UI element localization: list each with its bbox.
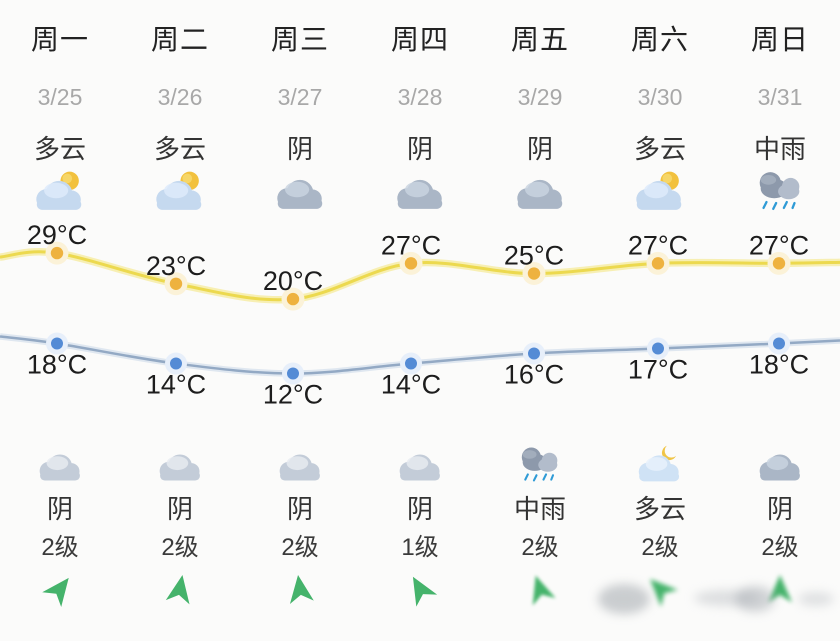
night-condition-label: 阴: [46, 494, 73, 524]
forecast-day-column[interactable]: 周六 3/30 多云 多云 2级: [600, 0, 720, 641]
forecast-day-column[interactable]: 周五 3/29 阴 中雨 2级: [480, 0, 600, 641]
wind-level-label: 2级: [281, 534, 319, 561]
date-label: 3/27: [277, 84, 323, 110]
date-label: 3/25: [37, 84, 83, 110]
watermark-blur: [598, 584, 650, 614]
weekday-label: 周二: [150, 24, 209, 55]
night-condition-label: 阴: [286, 494, 313, 524]
weekday-label: 周四: [390, 24, 449, 55]
wind-level-label: 1级: [401, 534, 439, 561]
cloud-icon: [240, 168, 360, 218]
cloud-icon: [720, 444, 840, 492]
forecast-day-column[interactable]: 周日 3/31 中雨 阴 2级: [720, 0, 840, 641]
wind-direction-arrow-icon: [120, 572, 240, 620]
night-condition-label: 阴: [166, 494, 193, 524]
night-condition-label: 阴: [406, 494, 433, 524]
forecast-day-column[interactable]: 周一 3/25 多云 阴 2级: [0, 0, 120, 641]
wind-level-label: 2级: [521, 534, 559, 561]
wind-direction-arrow-icon: [0, 572, 120, 620]
weekday-label: 周五: [510, 24, 569, 55]
date-label: 3/26: [157, 84, 203, 110]
day-condition-label: 中雨: [753, 134, 806, 164]
cloud-sun-icon: [600, 168, 720, 218]
night-condition-label: 中雨: [513, 494, 566, 524]
cloud-sun-icon: [120, 168, 240, 218]
wind-level-label: 2级: [161, 534, 199, 561]
cloud-icon: [480, 168, 600, 218]
date-label: 3/29: [517, 84, 563, 110]
forecast-day-column[interactable]: 周四 3/28 阴 阴 1级: [360, 0, 480, 641]
weekday-label: 周日: [750, 24, 809, 55]
day-condition-label: 阴: [406, 134, 433, 164]
cloud-light-icon: [360, 444, 480, 492]
wind-direction-arrow-icon: [600, 572, 720, 620]
cloud-icon: [360, 168, 480, 218]
watermark-blur: [798, 592, 834, 606]
rain-icon: [480, 444, 600, 492]
forecast-day-column[interactable]: 周二 3/26 多云 阴 2级: [120, 0, 240, 641]
night-condition-label: 阴: [766, 494, 793, 524]
cloud-light-icon: [240, 444, 360, 492]
cloud-light-icon: [120, 444, 240, 492]
wind-level-label: 2级: [641, 534, 679, 561]
night-condition-label: 多云: [633, 494, 686, 524]
watermark-blur: [735, 586, 775, 612]
weekday-label: 周六: [630, 24, 689, 55]
wind-level-label: 2级: [41, 534, 79, 561]
wind-direction-arrow-icon: [360, 572, 480, 620]
forecast-day-column[interactable]: 周三 3/27 阴 阴 2级: [240, 0, 360, 641]
date-label: 3/28: [397, 84, 443, 110]
day-condition-label: 多云: [153, 134, 206, 164]
date-label: 3/30: [637, 84, 683, 110]
day-condition-label: 阴: [526, 134, 553, 164]
weekday-label: 周一: [30, 24, 89, 55]
cloud-sun-icon: [0, 168, 120, 218]
day-condition-label: 多云: [633, 134, 686, 164]
day-condition-label: 多云: [33, 134, 86, 164]
cloud-light-icon: [0, 444, 120, 492]
wind-level-label: 2级: [761, 534, 799, 561]
wind-direction-arrow-icon: [480, 572, 600, 620]
day-condition-label: 阴: [286, 134, 313, 164]
cloud-moon-icon: [600, 444, 720, 492]
wind-direction-arrow-icon: [240, 572, 360, 620]
date-label: 3/31: [757, 84, 803, 110]
weekday-label: 周三: [270, 24, 329, 55]
rain-icon: [720, 168, 840, 218]
